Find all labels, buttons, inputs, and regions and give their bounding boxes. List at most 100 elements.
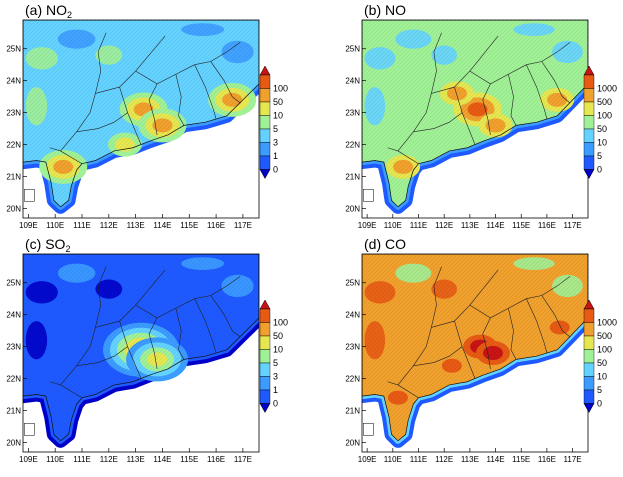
x-tick-label: 113E — [461, 221, 479, 230]
colorbar-label: 0 — [597, 399, 602, 409]
y-tick-label: 20N — [6, 204, 21, 213]
colorbar-label: 50 — [597, 124, 607, 134]
missing-data-box — [363, 423, 374, 436]
admin-boundary — [119, 320, 142, 379]
x-tick-label: 115E — [512, 455, 530, 464]
y-tick-label: 22N — [6, 141, 21, 150]
x-tick-label: 113E — [461, 455, 479, 464]
y-tick-label: 20N — [345, 438, 360, 447]
colorbar-segment — [583, 376, 595, 391]
x-tick-label: 113E — [127, 455, 145, 464]
colorbar-label: 100 — [597, 111, 612, 121]
colorbar-segment — [583, 349, 595, 364]
colorbar-label: 500 — [597, 331, 612, 341]
colorbar-label: 50 — [597, 358, 607, 368]
x-tick-label: 114E — [153, 221, 171, 230]
y-tick-label: 21N — [345, 172, 360, 181]
colorbar-segment — [259, 349, 271, 364]
colorbar-segment — [259, 335, 271, 350]
colorbar-segment — [259, 142, 271, 157]
colorbar-segment — [259, 389, 271, 404]
coastline — [23, 20, 259, 208]
x-tick-label: 112E — [100, 455, 118, 464]
colorbar-segment — [583, 322, 595, 337]
y-tick-label: 25N — [6, 45, 21, 54]
panel-title-subscript: 2 — [65, 244, 70, 254]
colorbar-segment — [259, 362, 271, 377]
colorbar-label: 5 — [597, 385, 602, 395]
colorbar-segment — [583, 115, 595, 130]
x-tick-label: 114E — [153, 455, 171, 464]
admin-boundary — [210, 295, 241, 338]
x-tick-label: 111E — [410, 221, 428, 230]
admin-boundary — [541, 61, 571, 104]
admin-boundary — [454, 320, 476, 379]
admin-boundary — [526, 64, 548, 120]
x-tick-label: 115E — [512, 221, 530, 230]
x-tick-label: 115E — [180, 455, 198, 464]
x-tick-label: 117E — [234, 221, 252, 230]
admin-boundary — [148, 83, 158, 136]
colorbar-segment — [583, 389, 595, 404]
x-tick-label: 116E — [538, 455, 556, 464]
colorbar-bottom-arrow — [583, 403, 595, 414]
colorbar-label: 10 — [597, 138, 607, 148]
plot-frame — [22, 19, 260, 219]
admin-boundary — [175, 74, 185, 126]
colorbar-bottom-arrow — [259, 169, 271, 180]
panel-title: (c) SO2 — [25, 236, 70, 254]
colorbar-segment — [583, 128, 595, 143]
x-tick-label: 115E — [180, 221, 198, 230]
colorbar-segment — [259, 155, 271, 170]
y-tick-label: 23N — [6, 343, 21, 352]
x-tick-label: 109E — [19, 221, 38, 230]
y-tick-label: 24N — [345, 77, 360, 86]
colorbar-label: 0 — [597, 165, 602, 175]
colorbar-label: 5 — [273, 124, 278, 134]
contour-texture — [23, 254, 259, 441]
x-tick-label: 109E — [19, 455, 38, 464]
panel-title: (a) NO2 — [25, 2, 72, 20]
x-tick-label: 116E — [207, 221, 225, 230]
y-tick-label: 21N — [6, 406, 21, 415]
colorbar-label: 0 — [273, 399, 278, 409]
plot-frame — [22, 253, 260, 453]
y-tick-label: 22N — [6, 375, 21, 384]
colorbar-label: 5 — [597, 151, 602, 161]
x-tick-label: 111E — [73, 455, 91, 464]
x-tick-label: 114E — [486, 455, 504, 464]
x-tick-label: 116E — [538, 221, 556, 230]
admin-boundary — [76, 346, 128, 367]
admin-boundary — [508, 74, 517, 126]
colorbar-segment — [259, 101, 271, 116]
coastline — [23, 254, 259, 442]
admin-boundary — [210, 61, 241, 104]
admin-boundary — [508, 308, 517, 360]
x-tick-label: 109E — [358, 221, 377, 230]
y-tick-label: 25N — [345, 45, 360, 54]
panel-title: (b) NO — [364, 2, 406, 18]
x-tick-label: 110E — [384, 455, 402, 464]
colorbar-segment — [259, 322, 271, 337]
colorbar-label: 10 — [273, 345, 283, 355]
colorbar-top-arrow — [259, 65, 271, 76]
colorbar-segment — [259, 115, 271, 130]
admin-boundary — [454, 86, 476, 145]
y-tick-label: 23N — [345, 343, 360, 352]
y-tick-label: 22N — [345, 141, 360, 150]
colorbar-label: 3 — [273, 138, 278, 148]
colorbar-label: 500 — [597, 97, 612, 107]
x-tick-label: 112E — [435, 455, 453, 464]
colorbar-top-arrow — [259, 299, 271, 310]
y-tick-label: 23N — [345, 109, 360, 118]
y-tick-label: 25N — [345, 279, 360, 288]
colorbar-segment — [583, 101, 595, 116]
y-tick-label: 24N — [6, 311, 21, 320]
panel-1: 109E 110E 111E 112E 113E 114E 115E 116E 117E 20N 2… — [345, 2, 617, 230]
colorbar-label: 100 — [273, 84, 288, 94]
admin-boundary — [49, 381, 83, 398]
colorbar-label: 3 — [273, 372, 278, 382]
